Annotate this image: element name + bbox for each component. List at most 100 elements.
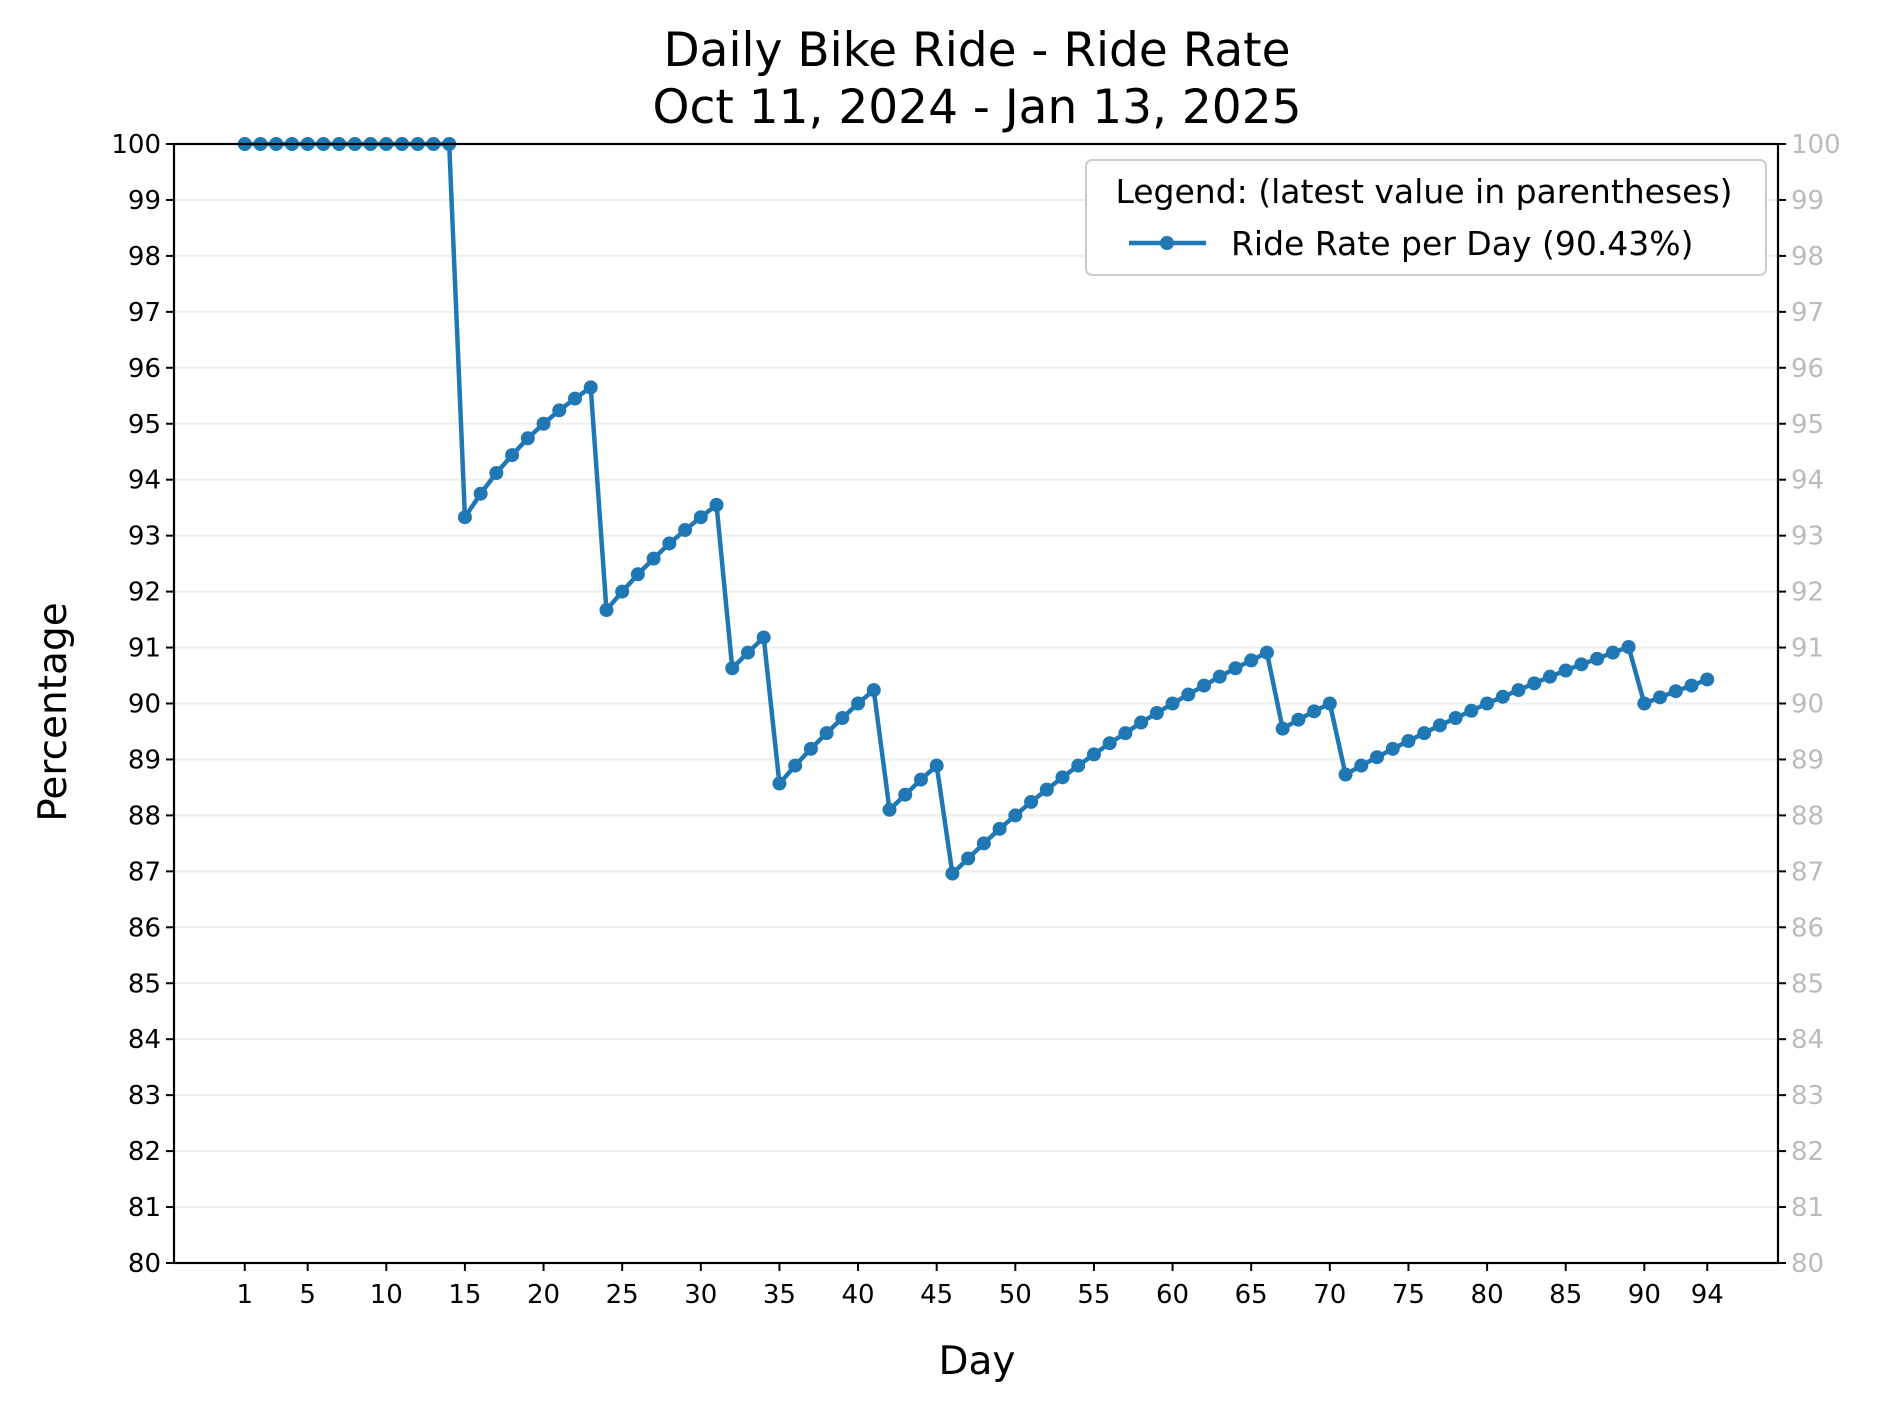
y-axis-right-ticks: 80 81 82 83 84 85 86 87 88 89 90 91 92 93 94 95 96 97 98 99… [1778,130,1841,1279]
y-right-tick-label: 87 [1791,857,1824,887]
data-point [1086,747,1101,762]
data-point [1574,657,1589,672]
y-right-tick-label: 86 [1791,913,1824,943]
legend: Legend: (latest value in parentheses) Ri… [1085,159,1767,276]
y-tick-label: 91 [128,634,161,664]
y-right-tick-label: 90 [1791,690,1824,720]
data-point [1039,782,1054,797]
data-point [1197,678,1212,693]
y-right-tick-label: 91 [1791,634,1824,664]
y-tick-label: 100 [111,130,161,160]
data-point [489,465,504,480]
data-point [976,836,991,851]
data-point [1668,684,1683,699]
y-tick-label: 98 [128,242,161,272]
plot-frame [172,142,1780,1265]
data-point [1259,645,1274,660]
data-point [457,510,472,525]
data-point [961,851,976,866]
data-point [1653,690,1668,705]
x-axis-ticks: 1 5 10 15 20 25 30 35 40 45 50 55 60 65 70 75 80 85 90 94 [236,1263,1724,1310]
y-tick-label: 83 [128,1081,161,1111]
data-point [1637,696,1652,711]
x-tick-label: 40 [842,1280,875,1310]
data-point [929,758,944,773]
data-point [1102,736,1117,751]
data-point [1181,687,1196,702]
data-point [1590,651,1605,666]
data-point [552,403,567,418]
y-right-tick-label: 80 [1791,1249,1824,1279]
y-tick-label: 88 [128,801,161,831]
data-point [1307,704,1322,719]
y-tick-label: 97 [128,298,161,328]
data-point [1228,661,1243,676]
x-tick-label: 90 [1628,1280,1661,1310]
x-tick-label: 20 [527,1280,560,1310]
data-point [992,821,1007,836]
data-point [1448,711,1463,726]
y-tick-label: 85 [128,969,161,999]
x-tick-label: 15 [448,1280,481,1310]
y-tick-label: 94 [128,466,161,496]
data-point [788,758,803,773]
y-right-tick-label: 94 [1791,466,1824,496]
data-point [1370,750,1384,765]
y-tick-label: 82 [128,1137,161,1167]
data-point [772,776,787,791]
data-point [756,630,771,645]
y-tick-label: 80 [128,1249,161,1279]
data-point [1621,639,1636,654]
data-point [678,523,693,538]
x-tick-label: 65 [1235,1280,1268,1310]
data-point [693,510,708,525]
data-point [819,726,834,741]
chart-title: Daily Bike Ride - Ride Rate [663,23,1290,78]
data-point [1149,706,1164,721]
y-right-tick-label: 97 [1791,298,1824,328]
y-right-tick-label: 89 [1791,745,1824,775]
data-point [1134,715,1149,730]
y-right-tick-label: 88 [1791,801,1824,831]
y-right-tick-label: 96 [1791,354,1824,384]
y-axis-label: Percentage [31,602,76,821]
data-point [1354,758,1369,773]
x-tick-label: 5 [299,1280,316,1310]
data-point [913,772,928,787]
data-point [882,802,897,817]
data-point [568,391,582,406]
data-point [835,711,850,726]
y-right-tick-label: 100 [1791,130,1841,160]
y-tick-label: 90 [128,690,161,720]
data-point [615,584,630,599]
data-point [1322,696,1337,711]
y-tick-label: 96 [128,354,161,384]
x-tick-label: 75 [1392,1280,1425,1310]
data-point [725,661,740,676]
data-point [1417,726,1432,741]
legend-title: Legend: (latest value in parentheses) [1115,172,1732,211]
data-point [1275,721,1290,736]
data-point [1558,663,1573,678]
x-tick-label: 60 [1156,1280,1189,1310]
y-right-tick-label: 83 [1791,1081,1824,1111]
y-tick-label: 89 [128,745,161,775]
data-point [646,551,661,566]
grid-lines [174,198,1778,1209]
y-right-tick-label: 85 [1791,969,1824,999]
y-tick-label: 87 [128,857,161,887]
data-point [1542,669,1557,684]
x-axis-label: Day [938,1339,1015,1384]
data-point [945,866,960,881]
y-right-tick-label: 95 [1791,410,1824,440]
data-point [803,741,818,756]
data-point [709,497,724,512]
data-point [1212,669,1227,684]
y-tick-label: 93 [128,522,161,552]
data-point [1291,712,1306,727]
y-tick-label: 92 [128,578,161,608]
y-right-tick-label: 93 [1791,522,1824,552]
data-point [740,645,755,660]
data-point [1165,696,1180,711]
